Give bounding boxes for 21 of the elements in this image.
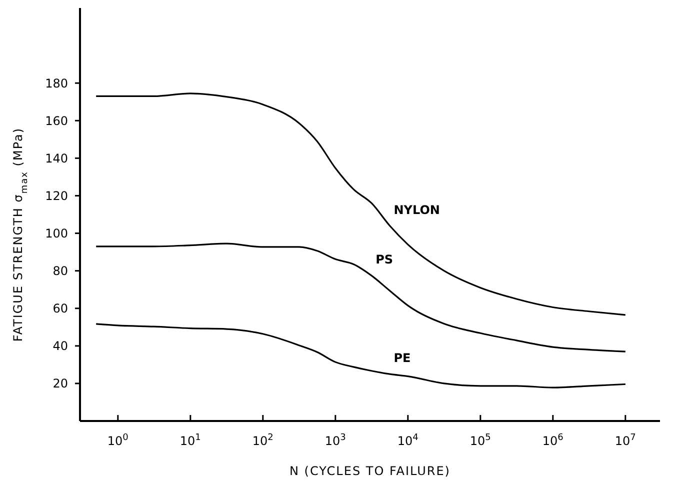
series-label: NYLON	[394, 202, 440, 217]
y-tick-label: 140	[45, 151, 68, 166]
y-tick-label: 180	[45, 76, 68, 90]
y-tick-label: 80	[52, 264, 68, 278]
x-tick-label: 10$^{4}$	[397, 433, 419, 448]
series-label: PS	[376, 252, 394, 267]
x-axis-title: N (CYCLES TO FAILURE)	[289, 464, 451, 478]
x-tick-label: 10$^{3}$	[324, 433, 346, 448]
y-tick-label: 160	[45, 114, 68, 128]
series-label: PE	[394, 351, 411, 366]
y-tick-label: 100	[45, 226, 68, 240]
x-tick-label: 10$^{5}$	[470, 433, 491, 448]
x-tick-label: 10$^{1}$	[180, 433, 201, 448]
y-tick-label: 120	[45, 188, 68, 203]
x-tick-label: 10$^{0}$	[107, 433, 129, 448]
y-tick-label: 40	[52, 339, 68, 354]
x-tick-label: 10$^{7}$	[614, 433, 636, 448]
y-tick-label: 60	[52, 302, 68, 316]
x-tick-label: 10$^{6}$	[542, 433, 564, 448]
x-tick-label: 10$^{2}$	[252, 433, 274, 448]
y-tick-label: 20	[52, 376, 68, 391]
